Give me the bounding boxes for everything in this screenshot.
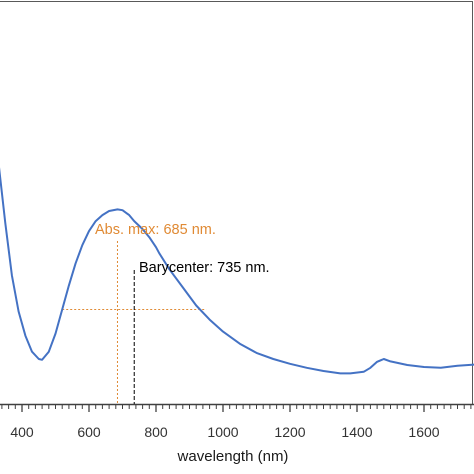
x-tick-label: 1400 [341,424,372,440]
x-tick-label: 1200 [274,424,305,440]
barycenter-annotation: Barycenter: 735 nm. [139,260,270,276]
x-tick-label: 1000 [207,424,238,440]
abs-max-annotation: Abs. max: 685 nm. [95,222,216,238]
x-tick-label: 1600 [408,424,439,440]
series-line [0,167,474,375]
x-tick-label: 600 [77,424,101,440]
x-tick-label: 800 [144,424,168,440]
x-axis-title: wavelength (nm) [177,448,289,465]
x-tick-label: 400 [10,424,34,440]
x-major-ticks [21,404,425,412]
x-tick-labels: 400 600 800 1000 1200 1400 1600 [10,424,439,440]
